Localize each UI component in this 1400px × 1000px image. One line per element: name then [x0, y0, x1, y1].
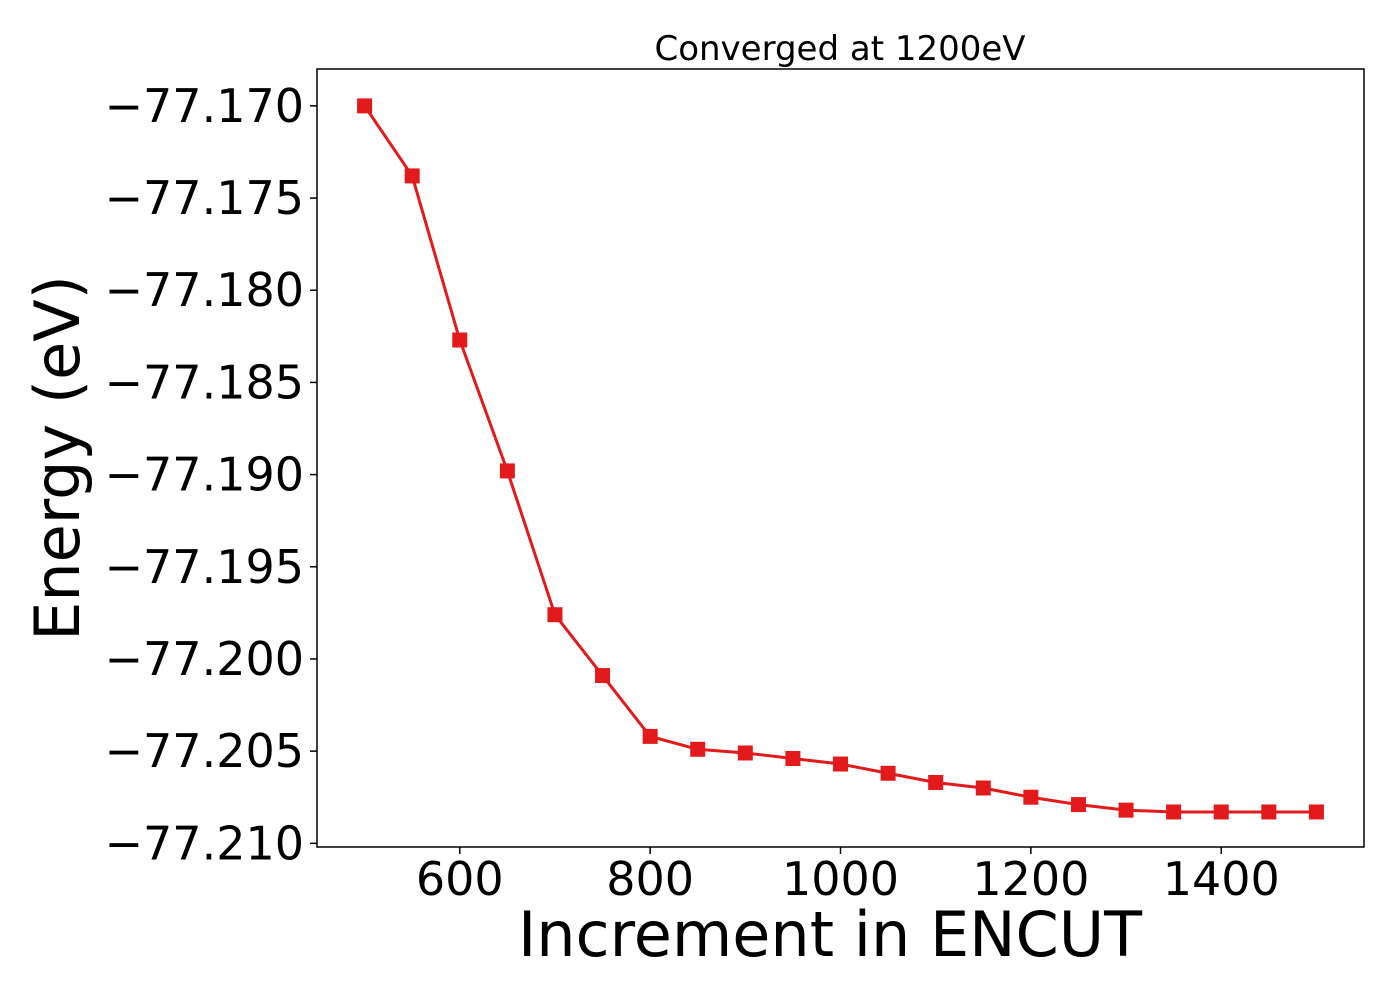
x-tick-label: 600 — [416, 852, 504, 906]
data-point-marker — [737, 745, 753, 761]
y-tick-label: −77.185 — [105, 355, 305, 409]
data-point-marker — [499, 463, 515, 479]
data-point-marker — [1070, 797, 1086, 813]
y-tick-label: −77.170 — [105, 79, 305, 133]
data-point-marker — [452, 332, 468, 348]
data-point-marker — [1023, 789, 1039, 805]
data-point-marker — [975, 780, 991, 796]
y-tick-label: −77.190 — [105, 448, 305, 502]
y-tick-label: −77.210 — [105, 816, 305, 870]
y-axis-ticks: −77.170 −77.175 −77.180 −77.185 −77.190 −77.1… — [105, 79, 317, 870]
y-tick-label: −77.200 — [105, 632, 305, 686]
data-point-marker — [404, 168, 420, 184]
data-point-marker — [880, 765, 896, 781]
data-point-marker — [595, 668, 611, 684]
y-tick-label: −77.180 — [105, 263, 305, 317]
series-layer — [357, 98, 1324, 820]
plot-area — [316, 68, 1365, 848]
data-point-marker — [1213, 804, 1229, 820]
data-point-marker — [1261, 804, 1277, 820]
data-point-marker — [928, 774, 944, 790]
y-axis-label: Energy (eV) — [21, 275, 94, 641]
data-point-marker — [642, 728, 658, 744]
y-tick-label: −77.195 — [105, 540, 305, 594]
data-point-marker — [785, 751, 801, 767]
x-tick-label: 1400 — [1163, 852, 1280, 906]
x-axis-label: Increment in ENCUT — [518, 898, 1143, 971]
y-tick-label: −77.175 — [105, 171, 305, 225]
data-point-marker — [357, 98, 373, 114]
y-tick-label: −77.205 — [105, 724, 305, 778]
x-tick-label: 1200 — [972, 852, 1089, 906]
data-point-marker — [1308, 804, 1324, 820]
data-point-marker — [1118, 802, 1134, 818]
data-point-marker — [690, 741, 706, 757]
chart-title: Converged at 1200eV — [654, 29, 1025, 69]
x-tick-label: 800 — [606, 852, 694, 906]
x-tick-label: 1000 — [782, 852, 899, 906]
data-point-marker — [1166, 804, 1182, 820]
x-axis-ticks: 600 800 1000 1200 1400 — [416, 847, 1280, 906]
data-point-marker — [833, 756, 848, 772]
data-point-marker — [547, 607, 563, 623]
